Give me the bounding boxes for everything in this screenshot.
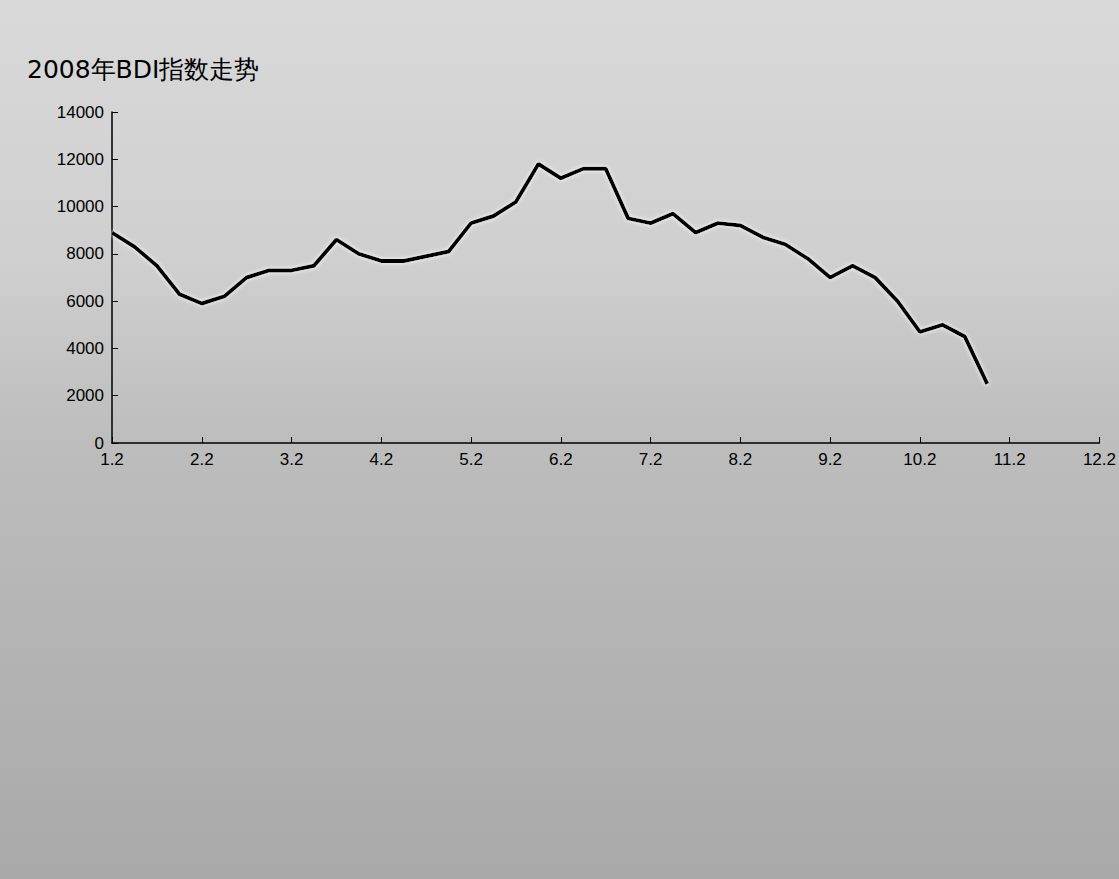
svg-text:4000: 4000 bbox=[66, 339, 104, 358]
svg-text:5.2: 5.2 bbox=[459, 450, 483, 469]
svg-text:6.2: 6.2 bbox=[549, 450, 573, 469]
svg-text:10000: 10000 bbox=[57, 197, 104, 216]
svg-text:3.2: 3.2 bbox=[280, 450, 304, 469]
svg-text:0: 0 bbox=[94, 433, 104, 453]
svg-text:11.2: 11.2 bbox=[994, 450, 1026, 469]
svg-text:12.2: 12.2 bbox=[1083, 450, 1116, 469]
svg-text:10.2: 10.2 bbox=[903, 450, 936, 469]
svg-text:8.2: 8.2 bbox=[729, 450, 753, 469]
svg-text:2000: 2000 bbox=[66, 386, 104, 405]
svg-text:2.2: 2.2 bbox=[190, 450, 214, 469]
svg-text:1.2: 1.2 bbox=[100, 450, 124, 469]
svg-text:9.2: 9.2 bbox=[818, 450, 842, 469]
svg-text:12000: 12000 bbox=[57, 150, 104, 169]
svg-text:4.2: 4.2 bbox=[369, 450, 393, 469]
svg-text:7.2: 7.2 bbox=[639, 450, 663, 469]
svg-text:2008年BDI指数走势: 2008年BDI指数走势 bbox=[27, 55, 259, 84]
svg-text:8000: 8000 bbox=[66, 244, 104, 263]
svg-text:6000: 6000 bbox=[66, 292, 104, 311]
svg-text:14000: 14000 bbox=[57, 103, 104, 122]
